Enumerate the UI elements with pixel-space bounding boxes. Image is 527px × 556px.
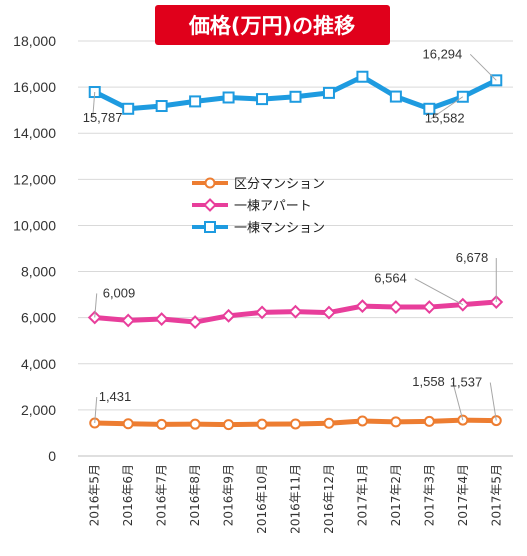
data-point xyxy=(189,418,201,430)
label-leader-line xyxy=(94,293,98,318)
legend-item: 区分マンション xyxy=(192,177,325,192)
data-point xyxy=(256,418,268,430)
data-label: 1,537 xyxy=(450,375,483,390)
legend-label: 一棟アパート xyxy=(234,199,312,214)
y-tick-label: 8,000 xyxy=(21,264,56,280)
y-tick-label: 2,000 xyxy=(21,402,56,418)
data-label: 1,431 xyxy=(99,389,132,404)
data-point xyxy=(154,312,169,326)
data-point xyxy=(121,313,136,328)
data-point xyxy=(290,418,301,430)
series-layer xyxy=(87,70,504,431)
data-labels: 15,787 15,582 16,294 6,009 6,564 6,678 1,431 1,… xyxy=(83,46,497,424)
data-label: 16,294 xyxy=(423,46,463,61)
legend-item: 一棟アパート xyxy=(192,198,312,214)
label-leader-line xyxy=(92,91,96,119)
y-tick-label: 16,000 xyxy=(13,79,56,95)
chart-title-box: 価格(万円)の推移 xyxy=(155,5,390,45)
legend-marker xyxy=(204,221,216,233)
series-1 xyxy=(87,295,504,329)
series-2 xyxy=(88,70,503,115)
label-leader-line xyxy=(489,382,497,421)
data-point xyxy=(256,93,269,106)
x-tick-label: 2016年6月 xyxy=(121,464,135,526)
data-label: 15,582 xyxy=(425,111,465,126)
data-point xyxy=(222,91,235,104)
y-tick-label: 18,000 xyxy=(13,33,56,49)
title-background xyxy=(155,5,390,45)
x-tick-label: 2016年10月 xyxy=(255,464,269,534)
x-tick-label: 2016年5月 xyxy=(88,464,102,526)
y-axis-ticks: 0 2,000 4,000 6,000 8,000 10,000 12,000 14,000 1… xyxy=(13,33,56,464)
series-0 xyxy=(89,414,502,431)
data-point xyxy=(389,90,402,103)
data-point xyxy=(322,86,335,99)
chart-title: 価格(万円)の推移 xyxy=(188,14,355,38)
data-point xyxy=(188,315,203,329)
data-point xyxy=(255,305,269,320)
x-axis-ticks: 2016年5月 2016年6月 2016年7月 2016年8月 2016年9月 2016年… xyxy=(88,464,504,534)
data-point xyxy=(356,70,369,83)
y-tick-label: 6,000 xyxy=(21,310,56,326)
label-leader-line xyxy=(469,53,497,81)
legend-marker xyxy=(203,198,217,212)
data-label: 6,564 xyxy=(374,271,407,286)
x-tick-label: 2017年3月 xyxy=(422,464,436,526)
data-point xyxy=(155,100,168,113)
x-tick-label: 2016年11月 xyxy=(289,464,303,534)
data-point xyxy=(422,300,437,314)
legend-label: 区分マンション xyxy=(234,177,325,192)
data-point xyxy=(223,419,235,431)
data-label: 15,787 xyxy=(83,110,123,125)
data-point xyxy=(423,102,436,115)
data-point xyxy=(390,416,402,428)
data-label: 1,558 xyxy=(412,374,445,389)
y-tick-label: 14,000 xyxy=(13,125,56,141)
x-tick-label: 2016年7月 xyxy=(155,464,169,526)
data-point xyxy=(288,304,303,319)
label-leader-line xyxy=(430,96,464,120)
data-point xyxy=(388,300,403,314)
y-tick-label: 4,000 xyxy=(21,356,56,372)
legend-item: 一棟マンション xyxy=(192,221,325,236)
x-tick-label: 2017年2月 xyxy=(389,464,403,526)
legend-label: 一棟マンション xyxy=(234,221,325,236)
legend-marker xyxy=(204,177,216,189)
data-label: 6,009 xyxy=(103,285,136,300)
data-point xyxy=(122,102,135,115)
data-point xyxy=(323,417,335,429)
x-tick-label: 2017年5月 xyxy=(489,464,503,526)
x-tick-label: 2016年12月 xyxy=(322,464,336,534)
data-point xyxy=(221,308,236,323)
label-leader-line xyxy=(414,278,464,306)
data-point xyxy=(356,415,368,427)
data-point xyxy=(156,418,168,430)
data-point xyxy=(122,418,134,430)
label-leader-line xyxy=(452,381,464,421)
x-tick-label: 2017年4月 xyxy=(456,464,470,526)
data-point xyxy=(322,305,336,320)
x-tick-label: 2016年8月 xyxy=(188,464,202,526)
y-tick-label: 10,000 xyxy=(13,217,56,233)
data-point xyxy=(423,415,435,427)
data-label: 6,678 xyxy=(456,250,489,265)
y-tick-label: 12,000 xyxy=(13,171,56,187)
data-point xyxy=(189,95,202,108)
data-point xyxy=(355,299,370,314)
x-tick-label: 2017年1月 xyxy=(355,464,369,526)
data-point xyxy=(289,90,302,103)
x-tick-label: 2016年9月 xyxy=(222,464,236,526)
y-tick-label: 0 xyxy=(48,448,56,464)
label-leader-line xyxy=(94,396,98,424)
